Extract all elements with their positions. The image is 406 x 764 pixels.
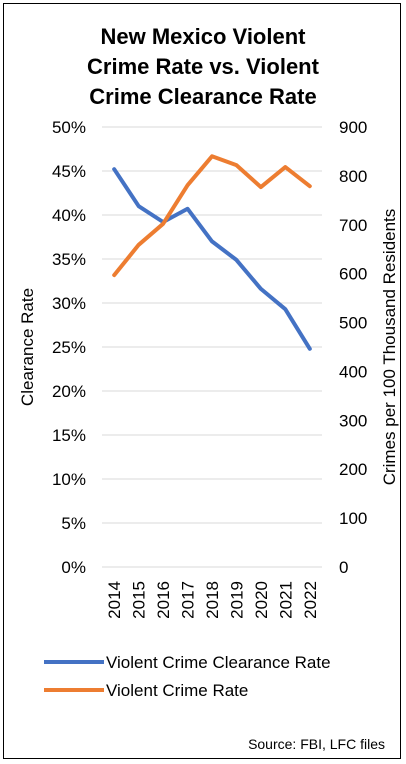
left-tick-label: 45% bbox=[52, 162, 86, 181]
x-tick-label: 2015 bbox=[130, 581, 149, 619]
x-tick-label: 2016 bbox=[154, 581, 173, 619]
x-tick-label: 2022 bbox=[301, 581, 320, 619]
left-tick-label: 10% bbox=[52, 470, 86, 489]
source-note: Source: FBI, LFC files bbox=[248, 736, 385, 752]
right-tick-label: 200 bbox=[339, 460, 367, 479]
x-tick-label: 2020 bbox=[252, 581, 271, 619]
right-axis-ticks: 0 100 200 300 400 500 600 700 800 900 bbox=[339, 118, 367, 577]
right-tick-label: 0 bbox=[339, 558, 348, 577]
left-tick-label: 20% bbox=[52, 382, 86, 401]
right-tick-label: 800 bbox=[339, 167, 367, 186]
x-tick-label: 2019 bbox=[227, 581, 246, 619]
left-axis-title: Clearance Rate bbox=[18, 288, 37, 406]
chart-frame bbox=[3, 3, 401, 759]
gridlines bbox=[102, 126, 322, 568]
left-tick-label: 40% bbox=[52, 206, 86, 225]
legend-label: Violent Crime Rate bbox=[106, 681, 248, 700]
x-tick-label: 2018 bbox=[203, 581, 222, 619]
x-tick-label: 2021 bbox=[276, 581, 295, 619]
x-tick-label: 2014 bbox=[105, 581, 124, 619]
x-tick-label: 2017 bbox=[179, 581, 198, 619]
left-tick-label: 35% bbox=[52, 250, 86, 269]
series-line bbox=[112, 154, 312, 278]
left-tick-label: 15% bbox=[52, 426, 86, 445]
right-tick-label: 900 bbox=[339, 118, 367, 137]
series-line bbox=[112, 167, 312, 351]
chart-title-line-2: Crime Rate vs. Violent bbox=[87, 54, 319, 79]
right-tick-label: 500 bbox=[339, 314, 367, 333]
left-tick-label: 5% bbox=[61, 514, 86, 533]
x-axis-ticks: 2014 2015 2016 2017 2018 2019 2020 2021 2022 bbox=[105, 581, 320, 619]
right-axis-title: Crimes per 100 Thousand Residents bbox=[380, 209, 399, 486]
right-tick-label: 600 bbox=[339, 265, 367, 284]
series-lines bbox=[112, 154, 312, 351]
chart-title: New Mexico Violent Crime Rate vs. Violen… bbox=[0, 22, 406, 112]
left-tick-label: 50% bbox=[52, 118, 86, 137]
right-tick-label: 100 bbox=[339, 509, 367, 528]
left-tick-label: 30% bbox=[52, 294, 86, 313]
legend-label: Violent Crime Clearance Rate bbox=[106, 653, 331, 672]
right-tick-label: 400 bbox=[339, 362, 367, 381]
chart-title-line-1: New Mexico Violent bbox=[100, 24, 306, 49]
right-tick-label: 700 bbox=[339, 216, 367, 235]
legend: Violent Crime Clearance Rate Violent Crim… bbox=[44, 653, 331, 700]
left-tick-label: 25% bbox=[52, 338, 86, 357]
chart-title-line-3: Crime Clearance Rate bbox=[89, 84, 317, 109]
right-tick-label: 300 bbox=[339, 411, 367, 430]
left-axis-ticks: 0% 5% 10% 15% 20% 25% 30% 35% 40% 45% 50% bbox=[52, 118, 86, 577]
left-tick-label: 0% bbox=[61, 558, 86, 577]
